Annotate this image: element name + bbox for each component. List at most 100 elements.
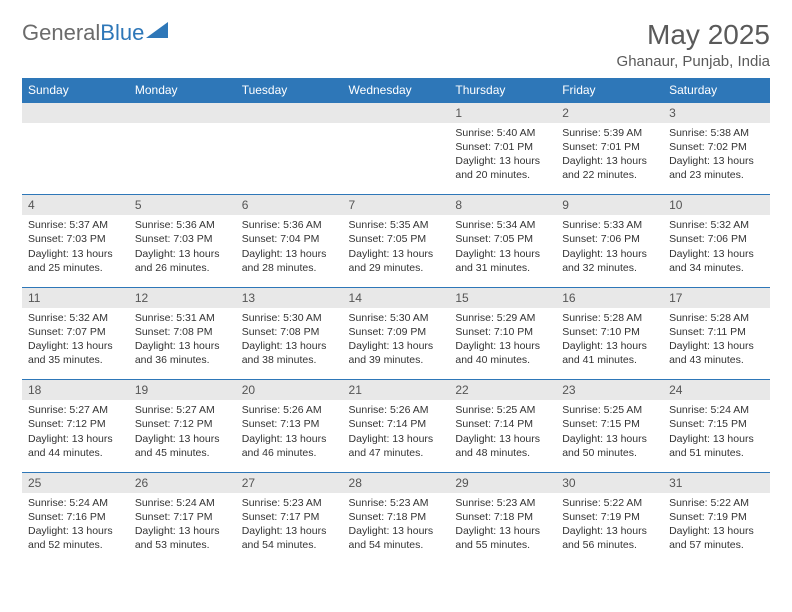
daynum-row: 123 [22,102,770,123]
day-number-cell: 20 [236,380,343,401]
day-number-cell: 18 [22,380,129,401]
day-cell: Sunrise: 5:23 AMSunset: 7:18 PMDaylight:… [343,493,450,571]
day-content: Sunrise: 5:39 AMSunset: 7:01 PMDaylight:… [556,123,663,189]
day-content: Sunrise: 5:24 AMSunset: 7:17 PMDaylight:… [129,493,236,559]
weekday-header: Saturday [663,78,770,103]
day-number-cell: 23 [556,380,663,401]
day-number-cell: 28 [343,472,450,493]
day-number-cell: 12 [129,287,236,308]
day-content: Sunrise: 5:35 AMSunset: 7:05 PMDaylight:… [343,215,450,281]
day-number: 27 [236,473,343,493]
day-cell: Sunrise: 5:36 AMSunset: 7:03 PMDaylight:… [129,215,236,287]
day-number-cell: 11 [22,287,129,308]
day-number-cell: 22 [449,380,556,401]
day-content: Sunrise: 5:23 AMSunset: 7:18 PMDaylight:… [343,493,450,559]
day-content: Sunrise: 5:23 AMSunset: 7:18 PMDaylight:… [449,493,556,559]
day-number-cell: 5 [129,195,236,216]
header: GeneralBlue May 2025 Ghanaur, Punjab, In… [22,20,770,70]
weekday-header: Wednesday [343,78,450,103]
day-content: Sunrise: 5:34 AMSunset: 7:05 PMDaylight:… [449,215,556,281]
day-cell: Sunrise: 5:27 AMSunset: 7:12 PMDaylight:… [129,400,236,472]
day-cell: Sunrise: 5:30 AMSunset: 7:08 PMDaylight:… [236,308,343,380]
day-cell: Sunrise: 5:25 AMSunset: 7:15 PMDaylight:… [556,400,663,472]
day-number-cell: 17 [663,287,770,308]
day-number-cell: 3 [663,102,770,123]
day-content-row: Sunrise: 5:27 AMSunset: 7:12 PMDaylight:… [22,400,770,472]
day-cell: Sunrise: 5:26 AMSunset: 7:14 PMDaylight:… [343,400,450,472]
day-number-cell: 21 [343,380,450,401]
day-content: Sunrise: 5:28 AMSunset: 7:11 PMDaylight:… [663,308,770,374]
day-cell: Sunrise: 5:36 AMSunset: 7:04 PMDaylight:… [236,215,343,287]
day-number-cell: 30 [556,472,663,493]
day-number: 8 [449,195,556,215]
title-block: May 2025 Ghanaur, Punjab, India [617,20,770,70]
day-number-cell: 31 [663,472,770,493]
day-number-cell [236,102,343,123]
day-number: 11 [22,288,129,308]
day-number-cell [22,102,129,123]
day-cell: Sunrise: 5:32 AMSunset: 7:07 PMDaylight:… [22,308,129,380]
day-number-cell: 16 [556,287,663,308]
day-number: 13 [236,288,343,308]
day-content-row: Sunrise: 5:24 AMSunset: 7:16 PMDaylight:… [22,493,770,571]
day-content: Sunrise: 5:27 AMSunset: 7:12 PMDaylight:… [129,400,236,466]
day-number: 3 [663,103,770,123]
day-number-cell: 26 [129,472,236,493]
day-content: Sunrise: 5:30 AMSunset: 7:09 PMDaylight:… [343,308,450,374]
day-cell: Sunrise: 5:22 AMSunset: 7:19 PMDaylight:… [556,493,663,571]
day-number-cell: 10 [663,195,770,216]
day-cell: Sunrise: 5:24 AMSunset: 7:15 PMDaylight:… [663,400,770,472]
daynum-row: 45678910 [22,195,770,216]
day-number: 21 [343,380,450,400]
day-cell: Sunrise: 5:31 AMSunset: 7:08 PMDaylight:… [129,308,236,380]
day-number: 25 [22,473,129,493]
day-number-cell [343,102,450,123]
day-cell: Sunrise: 5:40 AMSunset: 7:01 PMDaylight:… [449,123,556,195]
day-number-cell: 4 [22,195,129,216]
day-content: Sunrise: 5:32 AMSunset: 7:07 PMDaylight:… [22,308,129,374]
day-number: 28 [343,473,450,493]
day-content-row: Sunrise: 5:32 AMSunset: 7:07 PMDaylight:… [22,308,770,380]
day-cell: Sunrise: 5:24 AMSunset: 7:17 PMDaylight:… [129,493,236,571]
daynum-row: 11121314151617 [22,287,770,308]
logo-triangle-icon [146,22,168,38]
day-number: 20 [236,380,343,400]
day-number-cell: 25 [22,472,129,493]
day-content: Sunrise: 5:22 AMSunset: 7:19 PMDaylight:… [556,493,663,559]
day-cell [22,123,129,195]
day-number: 23 [556,380,663,400]
day-number-cell: 24 [663,380,770,401]
day-cell: Sunrise: 5:26 AMSunset: 7:13 PMDaylight:… [236,400,343,472]
day-number-cell: 29 [449,472,556,493]
day-number-cell: 14 [343,287,450,308]
day-cell: Sunrise: 5:29 AMSunset: 7:10 PMDaylight:… [449,308,556,380]
day-cell [343,123,450,195]
day-cell: Sunrise: 5:38 AMSunset: 7:02 PMDaylight:… [663,123,770,195]
day-cell: Sunrise: 5:23 AMSunset: 7:18 PMDaylight:… [449,493,556,571]
day-cell: Sunrise: 5:28 AMSunset: 7:11 PMDaylight:… [663,308,770,380]
day-content: Sunrise: 5:32 AMSunset: 7:06 PMDaylight:… [663,215,770,281]
daynum-row: 18192021222324 [22,380,770,401]
day-content: Sunrise: 5:40 AMSunset: 7:01 PMDaylight:… [449,123,556,189]
day-content-row: Sunrise: 5:37 AMSunset: 7:03 PMDaylight:… [22,215,770,287]
day-cell: Sunrise: 5:37 AMSunset: 7:03 PMDaylight:… [22,215,129,287]
calendar-body: 123Sunrise: 5:40 AMSunset: 7:01 PMDaylig… [22,102,770,571]
day-number: 5 [129,195,236,215]
day-cell: Sunrise: 5:24 AMSunset: 7:16 PMDaylight:… [22,493,129,571]
day-number-cell: 2 [556,102,663,123]
day-number: 29 [449,473,556,493]
day-number: 7 [343,195,450,215]
calendar-table: SundayMondayTuesdayWednesdayThursdayFrid… [22,78,770,571]
day-number-cell: 27 [236,472,343,493]
day-number: 6 [236,195,343,215]
day-cell: Sunrise: 5:30 AMSunset: 7:09 PMDaylight:… [343,308,450,380]
day-content: Sunrise: 5:38 AMSunset: 7:02 PMDaylight:… [663,123,770,189]
logo-text-1: General [22,20,100,46]
daynum-row: 25262728293031 [22,472,770,493]
day-number: 14 [343,288,450,308]
day-number: 12 [129,288,236,308]
day-number: 4 [22,195,129,215]
day-content: Sunrise: 5:27 AMSunset: 7:12 PMDaylight:… [22,400,129,466]
day-number-cell: 13 [236,287,343,308]
day-number-cell: 15 [449,287,556,308]
